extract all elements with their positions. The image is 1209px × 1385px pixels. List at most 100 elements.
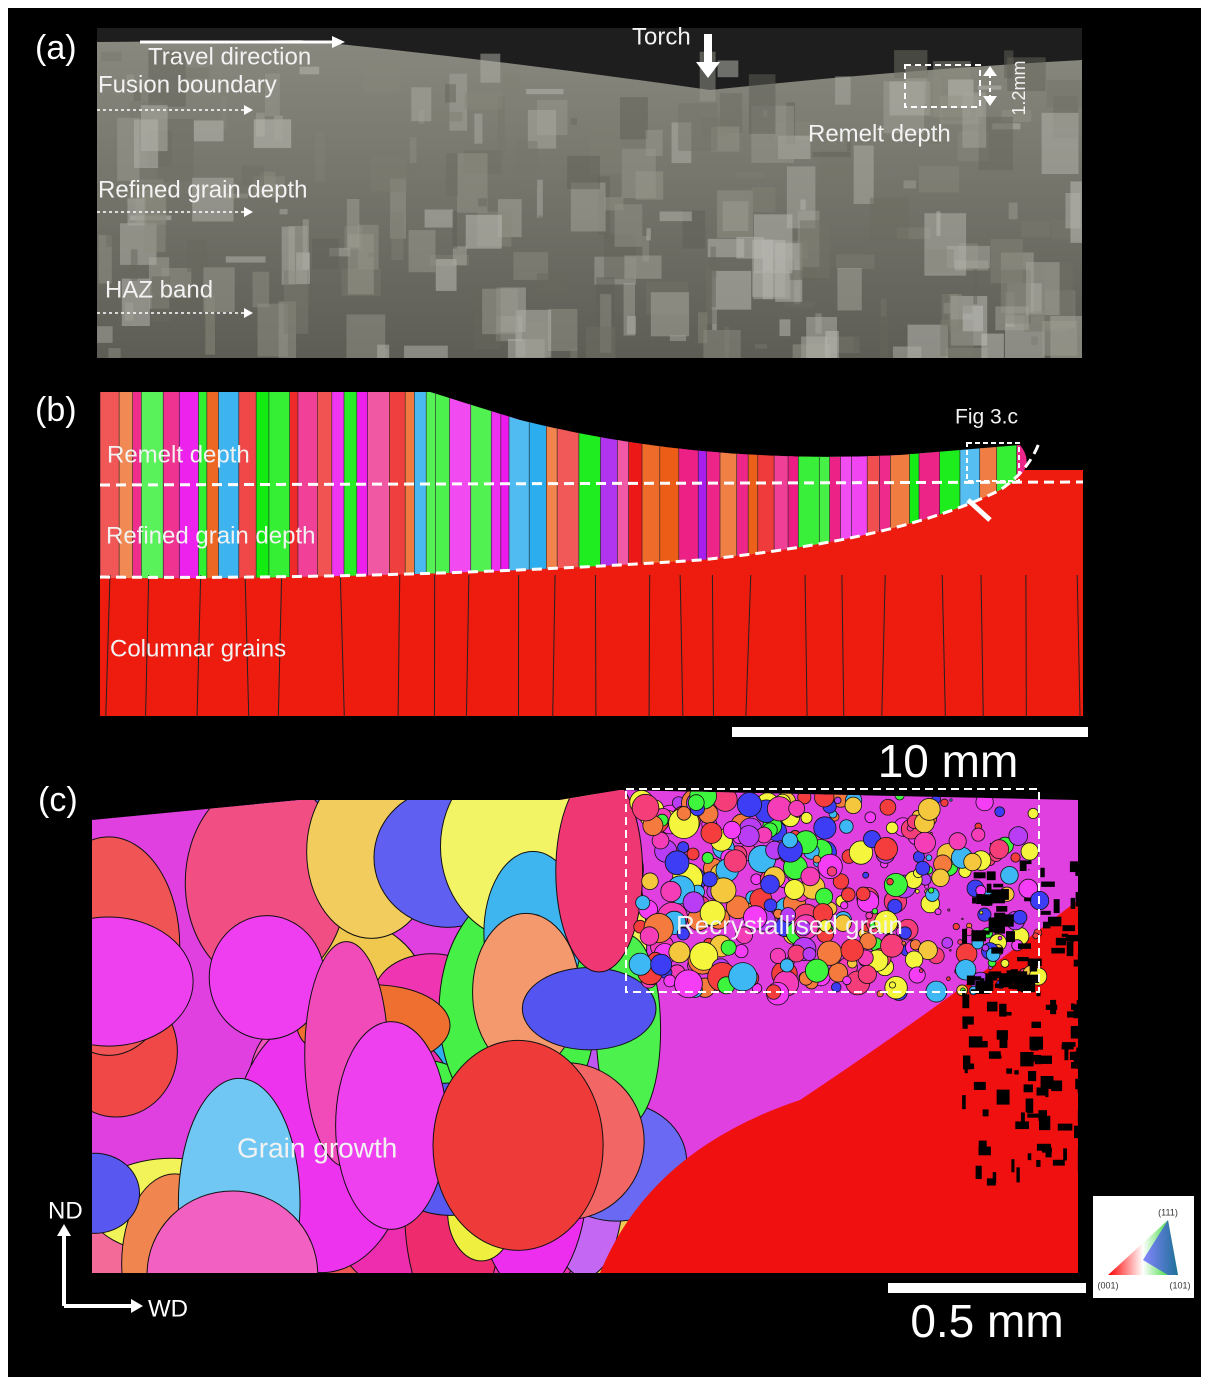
small-grain [995, 807, 1005, 817]
small-grain [886, 822, 898, 834]
unindexed [1006, 1012, 1011, 1016]
texture [480, 54, 500, 83]
small-grain [805, 959, 828, 982]
small-grain [947, 977, 951, 981]
grain [298, 390, 320, 590]
texture [453, 246, 467, 265]
texture [347, 199, 359, 248]
texture [134, 119, 158, 168]
unindexed [997, 1090, 1010, 1105]
texture [97, 326, 113, 343]
small-grain [1001, 959, 1009, 967]
texture [881, 299, 887, 317]
unindexed [1024, 898, 1031, 902]
small-grain [664, 975, 676, 987]
texture [567, 156, 600, 189]
texture [835, 76, 851, 104]
unindexed [967, 976, 975, 986]
axis-label: WD [148, 1295, 188, 1322]
axis-label: ND [48, 1197, 83, 1224]
small-grain [1009, 827, 1028, 846]
texture [753, 271, 790, 299]
unindexed [1017, 957, 1029, 961]
small-grain [914, 832, 935, 853]
texture [253, 272, 270, 308]
small-grain [761, 875, 780, 894]
texture [363, 62, 400, 91]
unindexed [1045, 1088, 1048, 1098]
small-grain [629, 953, 651, 975]
small-grain [856, 887, 870, 901]
texture [870, 198, 909, 243]
texture [571, 118, 577, 125]
small-grain [767, 797, 791, 821]
texture [516, 141, 538, 187]
small-grain [915, 890, 919, 894]
unindexed [1036, 1160, 1040, 1167]
unindexed [972, 897, 976, 903]
annotation: HAZ band [105, 276, 213, 303]
small-grain [858, 965, 876, 983]
unindexed [1030, 1055, 1036, 1062]
unindexed [1021, 1112, 1025, 1123]
unindexed [1066, 935, 1079, 941]
annotation: Remelt depth [107, 441, 250, 468]
texture [627, 316, 636, 334]
small-grain [998, 936, 1002, 940]
annotation: Torch [632, 23, 691, 50]
small-grain [1001, 867, 1019, 885]
texture [205, 296, 215, 354]
unindexed [987, 871, 996, 880]
small-grain [1033, 933, 1039, 939]
unindexed [962, 1016, 973, 1024]
unindexed [1006, 1068, 1012, 1073]
small-grain [814, 817, 836, 839]
small-grain [687, 848, 699, 860]
texture [919, 166, 959, 192]
small-grain [816, 888, 833, 905]
grain [269, 390, 291, 590]
small-grain [941, 799, 948, 806]
texture [482, 289, 518, 335]
texture [1047, 80, 1083, 107]
small-grain [841, 902, 848, 909]
texture [712, 271, 752, 310]
unindexed [1014, 1070, 1018, 1074]
small-grain [813, 856, 820, 863]
ipf-legend: (111) (001) (101) [1093, 1196, 1194, 1298]
small-grain [724, 850, 746, 872]
unindexed [1054, 899, 1060, 913]
texture [370, 157, 406, 192]
texture [723, 201, 749, 231]
annotation: Refined grain depth [106, 522, 315, 549]
small-grain [674, 970, 702, 998]
unindexed [988, 971, 1001, 977]
annotation: Columnar grains [110, 635, 286, 662]
texture [409, 230, 436, 272]
texture [425, 209, 454, 227]
texture [660, 211, 692, 221]
unindexed [1041, 882, 1055, 887]
small-grain [1011, 853, 1020, 862]
legend-label: (001) [1097, 1280, 1118, 1290]
unindexed [1051, 1080, 1062, 1091]
texture [1065, 193, 1080, 228]
small-grain [841, 888, 855, 902]
unindexed [1016, 1167, 1019, 1182]
small-grain [953, 923, 959, 929]
texture [736, 171, 765, 178]
small-grain [887, 878, 894, 885]
small-grain [950, 799, 952, 801]
annotation: 1.2mm [1009, 60, 1029, 115]
small-grain [789, 801, 805, 817]
small-grain [885, 976, 907, 998]
texture [452, 211, 457, 249]
unindexed [1027, 1114, 1040, 1118]
small-grain [865, 812, 876, 823]
texture [854, 145, 874, 203]
texture [1026, 262, 1060, 315]
texture [784, 302, 815, 307]
small-grain [990, 843, 991, 844]
unindexed [993, 884, 1003, 888]
texture [736, 237, 764, 259]
